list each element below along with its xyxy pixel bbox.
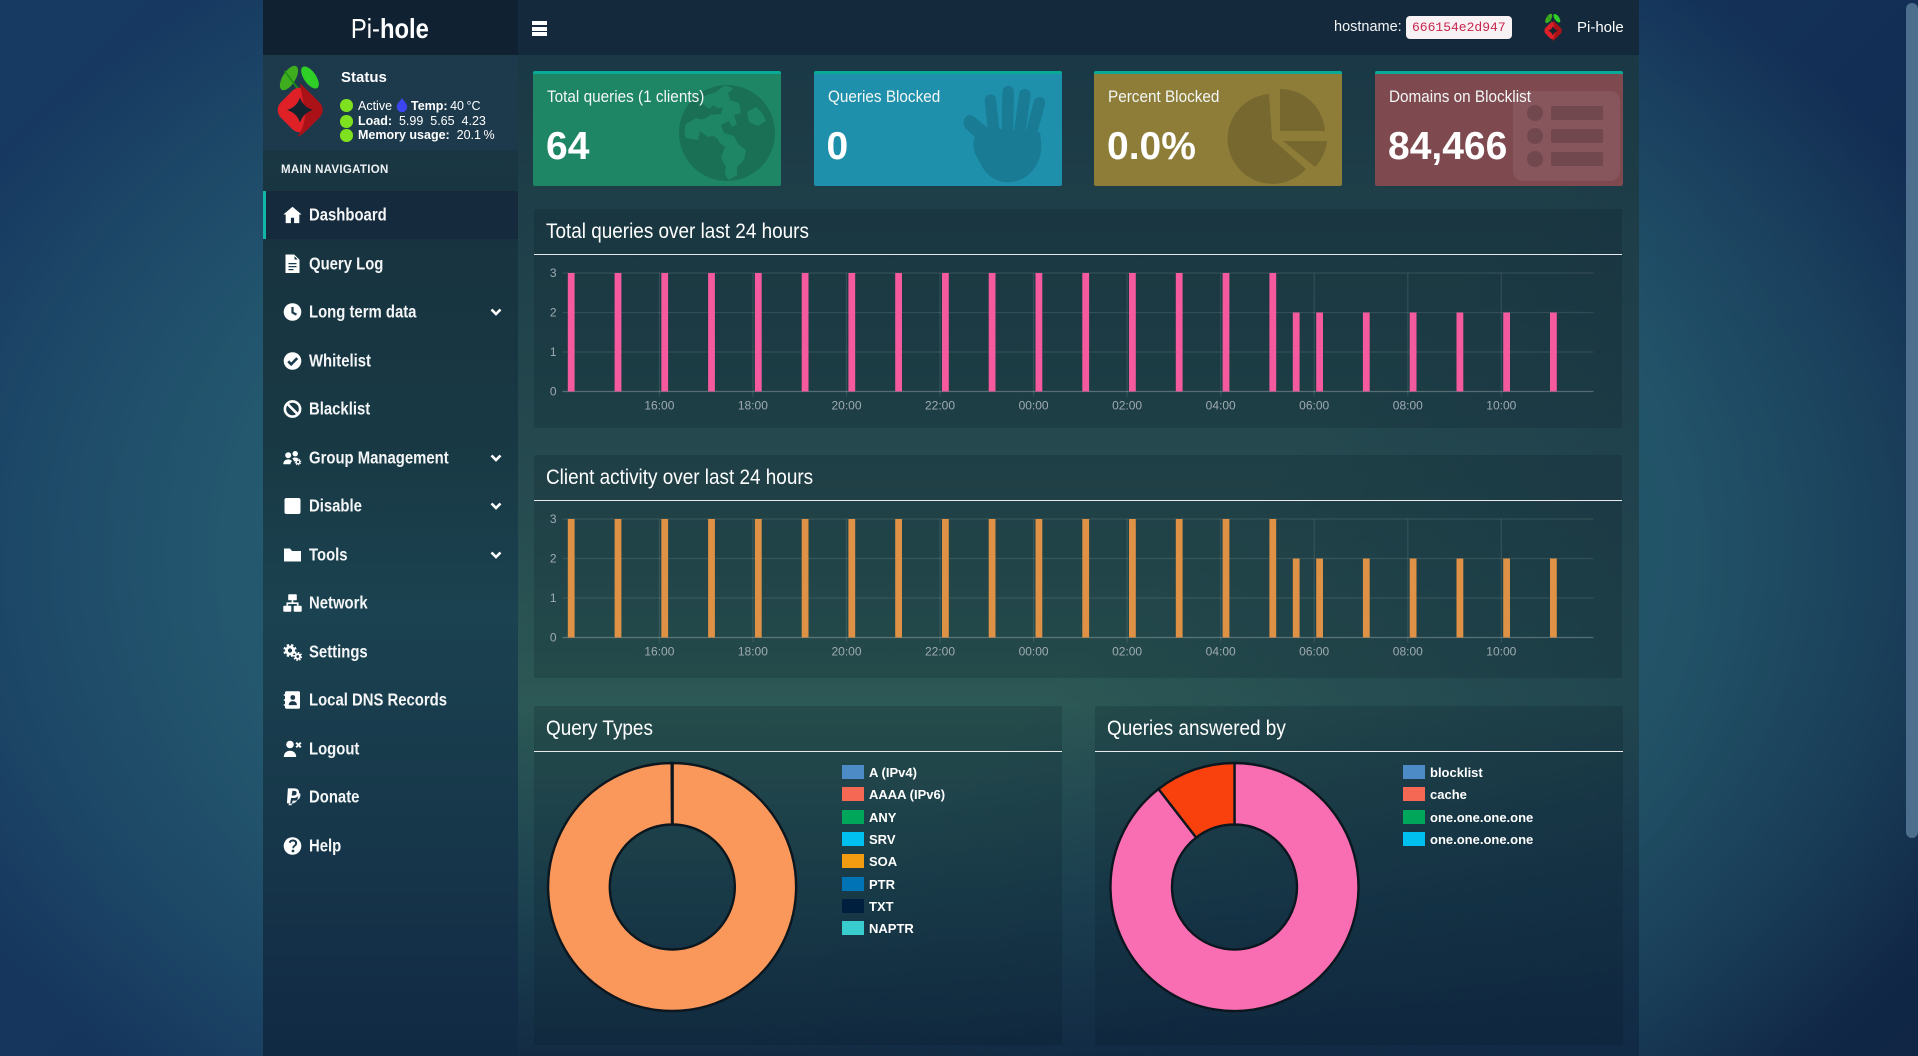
svg-text:0: 0: [549, 385, 556, 399]
svg-text:06:00: 06:00: [1299, 645, 1329, 659]
svg-text:2: 2: [549, 306, 556, 320]
svg-text:18:00: 18:00: [737, 399, 767, 413]
svg-text:16:00: 16:00: [644, 399, 674, 413]
svg-text:20:00: 20:00: [831, 399, 861, 413]
svg-text:00:00: 00:00: [1018, 645, 1048, 659]
svg-text:10:00: 10:00: [1486, 399, 1516, 413]
svg-text:10:00: 10:00: [1486, 645, 1516, 659]
svg-text:22:00: 22:00: [924, 399, 954, 413]
svg-text:02:00: 02:00: [1112, 399, 1142, 413]
svg-text:0: 0: [549, 631, 556, 645]
svg-text:16:00: 16:00: [644, 645, 674, 659]
svg-text:06:00: 06:00: [1299, 399, 1329, 413]
svg-text:08:00: 08:00: [1392, 399, 1422, 413]
svg-text:18:00: 18:00: [737, 645, 767, 659]
svg-text:3: 3: [549, 512, 556, 526]
svg-text:04:00: 04:00: [1205, 645, 1235, 659]
svg-text:08:00: 08:00: [1392, 645, 1422, 659]
svg-text:20:00: 20:00: [831, 645, 861, 659]
svg-text:1: 1: [549, 591, 556, 605]
svg-text:02:00: 02:00: [1112, 645, 1142, 659]
svg-text:04:00: 04:00: [1205, 399, 1235, 413]
svg-text:22:00: 22:00: [924, 645, 954, 659]
svg-text:1: 1: [549, 345, 556, 359]
svg-text:2: 2: [549, 552, 556, 566]
svg-text:3: 3: [549, 266, 556, 280]
svg-text:00:00: 00:00: [1018, 399, 1048, 413]
